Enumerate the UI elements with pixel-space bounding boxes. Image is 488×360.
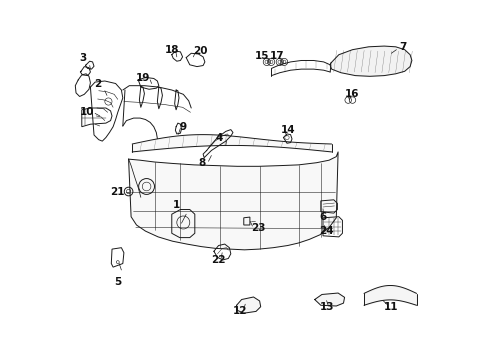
Text: 8: 8 [198,158,205,168]
Text: 22: 22 [211,255,225,265]
Text: 10: 10 [80,107,94,117]
Text: 5: 5 [114,276,121,287]
Text: 3: 3 [80,53,87,63]
Text: 12: 12 [232,306,247,316]
Polygon shape [236,297,260,313]
Text: 14: 14 [280,125,294,135]
Text: 7: 7 [398,42,406,52]
Text: 4: 4 [215,132,223,143]
Text: 24: 24 [319,226,333,236]
Polygon shape [128,152,337,250]
Text: 6: 6 [319,212,326,222]
Text: 19: 19 [136,73,150,84]
Text: 17: 17 [269,51,284,61]
Polygon shape [329,46,411,76]
Text: 2: 2 [94,78,101,89]
Text: 21: 21 [110,186,125,197]
Text: 15: 15 [254,51,268,61]
Text: 13: 13 [319,302,333,312]
Text: 18: 18 [164,45,179,55]
Text: 23: 23 [250,222,265,233]
Text: 11: 11 [384,302,398,312]
Text: 9: 9 [180,122,186,132]
Text: 20: 20 [193,46,207,56]
Text: 1: 1 [172,200,180,210]
Polygon shape [314,293,344,306]
Text: 16: 16 [344,89,358,99]
